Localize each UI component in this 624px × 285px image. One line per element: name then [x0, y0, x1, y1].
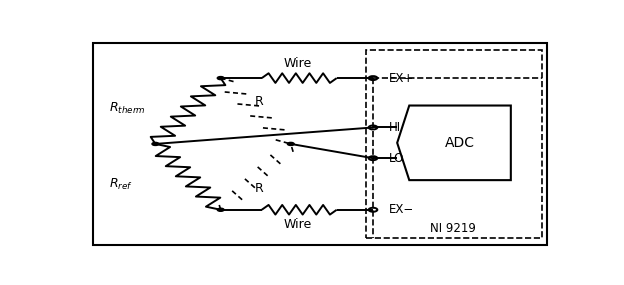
Circle shape: [217, 77, 224, 80]
Circle shape: [152, 142, 158, 145]
Text: $R_{ref}$: $R_{ref}$: [109, 177, 134, 192]
Text: Wire: Wire: [284, 57, 312, 70]
Text: NI 9219: NI 9219: [430, 222, 475, 235]
Text: ADC: ADC: [445, 136, 475, 150]
Text: R: R: [255, 95, 264, 108]
Bar: [366, 50, 542, 238]
Circle shape: [217, 208, 224, 211]
Text: EX−: EX−: [389, 203, 414, 216]
Text: EX+: EX+: [389, 72, 414, 85]
Circle shape: [288, 142, 294, 145]
Text: $R_{therm}$: $R_{therm}$: [109, 101, 146, 116]
Text: HI: HI: [389, 121, 401, 134]
Text: Wire: Wire: [284, 217, 312, 231]
Text: R: R: [255, 182, 264, 196]
Text: LO: LO: [389, 152, 404, 165]
